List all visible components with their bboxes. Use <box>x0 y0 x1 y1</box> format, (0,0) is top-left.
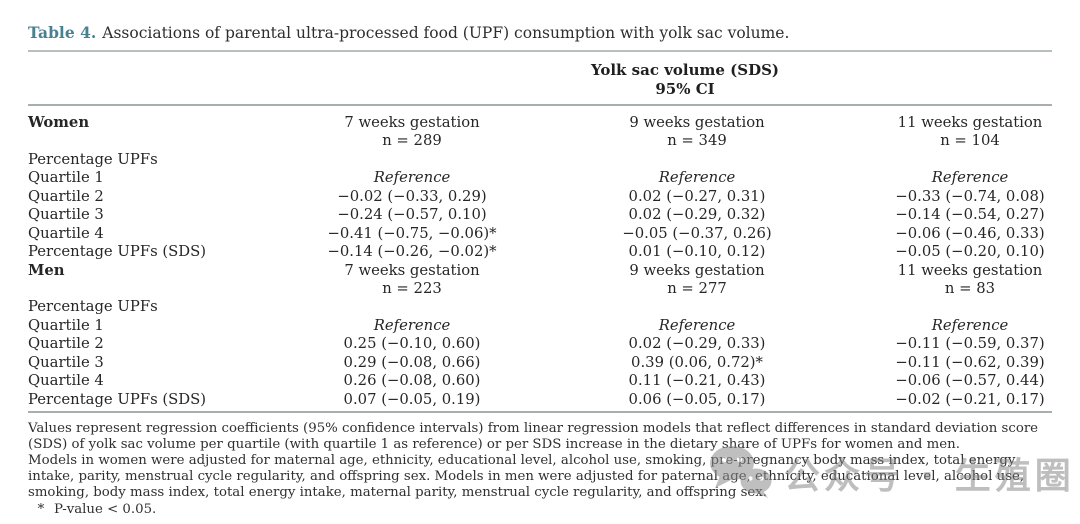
table-row-women-n: n = 289 n = 349 n = 104 <box>28 132 1052 150</box>
row-label: Quartile 2 <box>28 187 104 205</box>
cell-value: −0.11 (−0.62, 0.39) <box>895 353 1045 371</box>
cell-value: −0.06 (−0.57, 0.44) <box>895 372 1045 390</box>
footnote-paragraph-2: Models in women were adjusted for matern… <box>28 452 1025 500</box>
table-row-subheader: Percentage UPFs <box>28 298 1052 316</box>
cell-value: Reference <box>931 169 1009 187</box>
row-label: Percentage UPFs (SDS) <box>28 243 207 261</box>
subheader-label: Percentage UPFs <box>28 298 158 316</box>
table-row: Percentage UPFs (SDS) −0.14 (−0.26, −0.0… <box>28 243 1052 261</box>
cell-value: 0.02 (−0.29, 0.33) <box>628 335 766 353</box>
cell-value: −0.24 (−0.57, 0.10) <box>337 206 487 224</box>
cell-value: −0.11 (−0.59, 0.37) <box>895 335 1045 353</box>
cell-value: 0.11 (−0.21, 0.43) <box>628 372 766 390</box>
cell-value: Reference <box>373 169 451 187</box>
table-row: Quartile 1 Reference Reference Reference <box>28 317 1052 335</box>
table-row: Quartile 2 −0.02 (−0.33, 0.29) 0.02 (−0.… <box>28 188 1052 206</box>
cell-value: −0.05 (−0.37, 0.26) <box>622 224 772 242</box>
cell-value: −0.41 (−0.75, −0.06)* <box>327 224 497 242</box>
table-row-men-n: n = 223 n = 277 n = 83 <box>28 280 1052 298</box>
row-label: Quartile 4 <box>28 224 104 242</box>
cell-value: Reference <box>658 169 736 187</box>
table-row: Quartile 4 −0.41 (−0.75, −0.06)* −0.05 (… <box>28 225 1052 243</box>
subheader-label: Percentage UPFs <box>28 150 158 168</box>
table-row: Percentage UPFs (SDS) 0.07 (−0.05, 0.19)… <box>28 391 1052 409</box>
cell-value: 0.26 (−0.08, 0.60) <box>343 372 481 390</box>
table-number: Table 4. <box>28 23 97 42</box>
table-row-subheader: Percentage UPFs <box>28 151 1052 169</box>
table-row: Quartile 1 Reference Reference Reference <box>28 169 1052 187</box>
table-title-text: Associations of parental ultra-processed… <box>102 24 790 42</box>
cell-value: −0.06 (−0.46, 0.33) <box>895 224 1045 242</box>
cell-value: −0.33 (−0.74, 0.08) <box>895 187 1045 205</box>
row-label: Quartile 3 <box>28 206 104 224</box>
table-row: Quartile 4 0.26 (−0.08, 0.60) 0.11 (−0.2… <box>28 372 1052 390</box>
col-header-11wk: 11 weeks gestation <box>897 114 1043 131</box>
cell-value: Reference <box>373 316 451 334</box>
cell-value: 0.07 (−0.05, 0.19) <box>343 390 481 408</box>
row-label: Quartile 3 <box>28 353 104 371</box>
n-count: n = 349 <box>667 132 727 150</box>
col-header-7wk: 7 weeks gestation <box>344 114 480 131</box>
row-label: Quartile 1 <box>28 169 104 187</box>
cell-value: Reference <box>658 316 736 334</box>
table-footnotes: Values represent regression coefficients… <box>28 413 1052 517</box>
cell-value: −0.02 (−0.21, 0.17) <box>895 390 1045 408</box>
column-spanner-header: Yolk sac volume (SDS) 95% CI <box>28 52 1052 106</box>
cell-value: −0.02 (−0.33, 0.29) <box>337 187 487 205</box>
table-row-men-header: Men 7 weeks gestation 9 weeks gestation … <box>28 262 1052 280</box>
table-row-women-header: Women 7 weeks gestation 9 weeks gestatio… <box>28 114 1052 132</box>
col-header-11wk: 11 weeks gestation <box>897 261 1043 279</box>
footnote-significance: * P-value < 0.05. <box>28 502 1052 518</box>
col-header-9wk: 9 weeks gestation <box>629 114 765 131</box>
cell-value: 0.29 (−0.08, 0.66) <box>343 353 481 371</box>
cell-value: −0.14 (−0.26, −0.02)* <box>327 243 497 261</box>
n-count: n = 277 <box>667 279 727 297</box>
row-label: Quartile 2 <box>28 335 104 353</box>
cell-value: −0.05 (−0.20, 0.10) <box>895 243 1045 261</box>
table-row: Quartile 3 −0.24 (−0.57, 0.10) 0.02 (−0.… <box>28 206 1052 224</box>
table-content: Table 4. Associations of parental ultra-p… <box>28 0 1052 517</box>
n-count: n = 83 <box>944 279 996 297</box>
cell-value: 0.39 (0.06, 0.72)* <box>631 353 763 371</box>
cell-value: 0.25 (−0.10, 0.60) <box>343 335 481 353</box>
n-count: n = 223 <box>382 279 442 297</box>
footnote-paragraph-1: Values represent regression coefficients… <box>28 421 1039 452</box>
cell-value: 0.01 (−0.10, 0.12) <box>628 243 766 261</box>
col-header-7wk: 7 weeks gestation <box>344 261 480 279</box>
cell-value: −0.14 (−0.54, 0.27) <box>895 206 1045 224</box>
row-label: Percentage UPFs (SDS) <box>28 390 207 408</box>
table-row: Quartile 3 0.29 (−0.08, 0.66) 0.39 (0.06… <box>28 354 1052 372</box>
group-label-men: Men <box>28 261 65 279</box>
cell-value: 0.02 (−0.29, 0.32) <box>628 206 766 224</box>
data-table: Women 7 weeks gestation 9 weeks gestatio… <box>28 106 1052 413</box>
spanner-line2: 95% CI <box>655 80 715 98</box>
asterisk-marker: * <box>37 501 45 517</box>
spanner-line1: Yolk sac volume (SDS) <box>590 61 780 79</box>
n-count: n = 104 <box>940 132 1000 150</box>
row-label: Quartile 4 <box>28 372 104 390</box>
cell-value: Reference <box>931 316 1009 334</box>
col-header-9wk: 9 weeks gestation <box>629 261 765 279</box>
n-count: n = 289 <box>382 132 442 150</box>
group-label-women: Women <box>28 114 90 131</box>
table-caption: Table 4. Associations of parental ultra-p… <box>28 0 1052 52</box>
cell-value: 0.06 (−0.05, 0.17) <box>628 390 766 408</box>
cell-value: 0.02 (−0.27, 0.31) <box>628 187 766 205</box>
table-row: Quartile 2 0.25 (−0.10, 0.60) 0.02 (−0.2… <box>28 335 1052 353</box>
row-label: Quartile 1 <box>28 316 104 334</box>
significance-text: P-value < 0.05. <box>54 501 157 517</box>
